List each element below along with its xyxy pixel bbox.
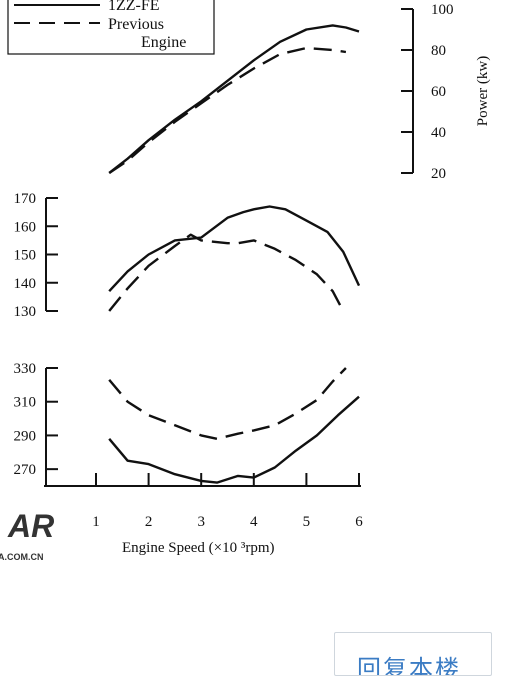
chart-series — [108, 24, 361, 484]
legend-entry-1zz-fe: 1ZZ-FE — [108, 0, 160, 14]
bsfc-y-tick-label: 310 — [14, 395, 37, 411]
power-y-axis-title: Power (kw) — [475, 56, 491, 126]
x-axis: Engine Speed (×10 ³rpm) 1 2 3 4 5 6 — [44, 473, 363, 556]
bsfc-y-tick-label: 290 — [14, 428, 37, 444]
torque-y-tick-label: 130 — [14, 304, 37, 320]
x-axis-title: Engine Speed (×10 ³rpm) — [122, 540, 275, 556]
torque-y-tick-label: 160 — [14, 219, 37, 235]
power-series-dashed-line — [108, 46, 347, 174]
x-tick-label: 6 — [355, 514, 363, 530]
bsfc-y-tick-label: 270 — [14, 462, 37, 478]
bsfc-series-solid-line — [108, 395, 360, 484]
chart-axes: 20 40 60 80 100 Power (kw) 130 140 150 160 170 270 2… — [14, 2, 491, 486]
x-tick-label: 4 — [250, 514, 258, 530]
legend-entry-engine: Engine — [141, 34, 186, 51]
torque-y-tick-label: 150 — [14, 248, 37, 264]
power-y-tick-label: 100 — [431, 2, 454, 18]
power-series-solid-line — [108, 24, 360, 174]
x-tick-label: 2 — [145, 514, 153, 530]
torque-y-tick-label: 140 — [14, 276, 37, 292]
x-tick-label: 1 — [92, 514, 100, 530]
power-y-tick-label: 60 — [431, 84, 446, 100]
watermark-logo-text: AR — [7, 508, 54, 544]
torque-series-dashed-line — [108, 233, 345, 312]
x-tick-label: 5 — [303, 514, 311, 530]
x-tick-label: 3 — [197, 514, 205, 530]
legend-entry-previous: Previous — [108, 16, 164, 33]
power-y-tick-label: 80 — [431, 43, 446, 59]
legend-box — [7, 0, 215, 55]
bsfc-series-dashed-line — [108, 367, 347, 440]
torque-series-solid-line — [108, 205, 361, 293]
watermark-domain-text: A.COM.CN — [0, 552, 44, 562]
reply-button[interactable]: 回复本楼 — [334, 632, 492, 676]
legend: 1ZZ-FE Previous Engine — [7, 0, 215, 55]
bsfc-y-tick-label: 330 — [14, 361, 37, 377]
watermark-logo: AR A.COM.CN — [0, 508, 54, 562]
power-y-tick-label: 40 — [431, 125, 446, 141]
torque-y-tick-label: 170 — [14, 191, 37, 207]
power-y-tick-label: 20 — [431, 166, 446, 182]
